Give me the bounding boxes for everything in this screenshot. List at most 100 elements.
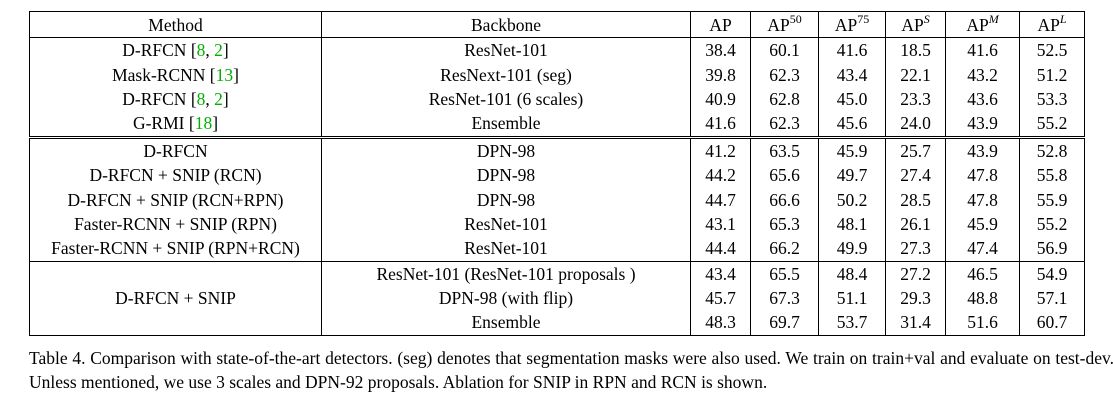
apm-cell: 47.8	[945, 162, 1020, 188]
apm-cell: 43.9	[945, 135, 1020, 163]
header-backbone: Backbone	[321, 11, 691, 38]
method-cell: Faster-RCNN + SNIP (RPN)	[29, 211, 322, 237]
aps-cell: 26.1	[885, 211, 946, 237]
aps-cell: 23.3	[885, 86, 946, 112]
citation-link[interactable]: 13	[215, 64, 234, 85]
table-row: D-RFCN + SNIP (RCN) DPN-98 44.2 65.6 49.…	[29, 162, 1085, 188]
apm-cell: 43.9	[945, 111, 1020, 138]
aps-cell: 27.2	[885, 260, 946, 286]
apl-cell: 55.2	[1019, 111, 1085, 138]
citation-link[interactable]: 8	[196, 40, 206, 61]
backbone-cell: ResNet-101 (ResNet-101 proposals )	[321, 260, 691, 286]
apm-cell: 48.8	[945, 285, 1020, 311]
ap75-cell: 45.6	[818, 111, 886, 138]
ap-cell: 45.7	[690, 285, 751, 311]
ap-cell: 43.4	[690, 260, 751, 286]
citation-link[interactable]: 2	[214, 88, 223, 109]
ap75-cell: 45.0	[818, 86, 886, 112]
table-row: G-RMI [18] Ensemble 41.6 62.3 45.6 24.0 …	[29, 111, 1085, 138]
table-caption: Table 4. Comparison with state-of-the-ar…	[29, 348, 1113, 392]
header-apl: APL	[1019, 11, 1085, 38]
ap75-cell: 41.6	[818, 37, 886, 63]
apm-cell: 41.6	[945, 37, 1020, 63]
backbone-cell: DPN-98	[321, 135, 691, 163]
ap50-cell: 69.7	[750, 310, 819, 336]
ap75-cell: 49.7	[818, 162, 886, 188]
ap75-cell: 49.9	[818, 236, 886, 262]
apm-cell: 47.4	[945, 236, 1020, 262]
apm-cell: 45.9	[945, 211, 1020, 237]
ap-cell: 41.2	[690, 135, 751, 163]
ap50-cell: 66.2	[750, 236, 819, 262]
apm-cell: 51.6	[945, 310, 1020, 336]
aps-cell: 24.0	[885, 111, 946, 138]
method-cell: Faster-RCNN + SNIP (RPN+RCN)	[29, 236, 322, 262]
apl-cell: 57.1	[1019, 285, 1085, 311]
backbone-cell: Ensemble	[321, 111, 691, 138]
method-cell: D-RFCN [8, 2]	[29, 86, 322, 112]
method-cell: D-RFCN + SNIP	[29, 260, 322, 336]
ap75-cell: 53.7	[818, 310, 886, 336]
aps-cell: 27.3	[885, 236, 946, 262]
ap50-cell: 66.6	[750, 187, 819, 212]
table-row: D-RFCN [8, 2] ResNet-101 (6 scales) 40.9…	[29, 86, 1085, 112]
results-table: Method Backbone AP AP50 AP75 APS APM APL…	[29, 11, 1085, 336]
ap-cell: 40.9	[690, 86, 751, 112]
backbone-cell: ResNext-101 (seg)	[321, 62, 691, 87]
aps-cell: 28.5	[885, 187, 946, 212]
header-ap75: AP75	[818, 11, 886, 38]
apl-cell: 60.7	[1019, 310, 1085, 336]
ap-cell: 44.4	[690, 236, 751, 262]
apm-cell: 43.6	[945, 86, 1020, 112]
method-cell: Mask-RCNN [13]	[29, 62, 322, 87]
ap-cell: 38.4	[690, 37, 751, 63]
ap75-cell: 48.4	[818, 260, 886, 286]
ap50-cell: 65.6	[750, 162, 819, 188]
header-ap: AP	[690, 11, 751, 38]
apl-cell: 54.9	[1019, 260, 1085, 286]
ap-cell: 44.7	[690, 187, 751, 212]
apl-cell: 55.2	[1019, 211, 1085, 237]
citation-link[interactable]: 8	[196, 88, 206, 109]
ap75-cell: 45.9	[818, 135, 886, 163]
citation-link[interactable]: 18	[194, 113, 213, 134]
ap-cell: 41.6	[690, 111, 751, 138]
header-aps: APS	[885, 11, 946, 38]
apm-cell: 43.2	[945, 62, 1020, 87]
header-ap50: AP50	[750, 11, 819, 38]
table-row: D-RFCN + SNIP (RCN+RPN) DPN-98 44.7 66.6…	[29, 187, 1085, 212]
aps-cell: 31.4	[885, 310, 946, 336]
ap50-cell: 60.1	[750, 37, 819, 63]
table-row: D-RFCN + SNIP ResNet-101 (ResNet-101 pro…	[29, 260, 1085, 336]
ap-cell: 43.1	[690, 211, 751, 237]
aps-cell: 22.1	[885, 62, 946, 87]
backbone-cell: DPN-98	[321, 187, 691, 212]
backbone-cell: Ensemble	[321, 310, 691, 336]
aps-cell: 18.5	[885, 37, 946, 63]
backbone-cell: DPN-98 (with flip)	[321, 285, 691, 311]
method-cell: D-RFCN + SNIP (RCN+RPN)	[29, 187, 322, 212]
citation-link[interactable]: 2	[214, 40, 223, 61]
ap75-cell: 50.2	[818, 187, 886, 212]
backbone-cell: ResNet-101	[321, 211, 691, 237]
ap-cell: 39.8	[690, 62, 751, 87]
table-row: DPN-98 (with flip) 45.7 67.3 51.1 29.3 4…	[30, 285, 1085, 311]
aps-cell: 29.3	[885, 285, 946, 311]
header-method: Method	[29, 11, 322, 38]
table-row: Ensemble 48.3 69.7 53.7 31.4 51.6 60.7	[30, 310, 1085, 336]
apm-cell: 46.5	[945, 260, 1020, 286]
header-apm: APM	[945, 11, 1020, 38]
table-row: D-RFCN [8, 2] ResNet-101 38.4 60.1 41.6 …	[29, 37, 1085, 63]
ap50-cell: 62.3	[750, 62, 819, 87]
apl-cell: 51.2	[1019, 62, 1085, 87]
table-row: Mask-RCNN [13] ResNext-101 (seg) 39.8 62…	[29, 62, 1085, 87]
method-cell: D-RFCN [8, 2]	[29, 37, 322, 63]
method-cell: G-RMI [18]	[29, 111, 322, 138]
backbone-cell: ResNet-101 (6 scales)	[321, 86, 691, 112]
apl-cell: 52.5	[1019, 37, 1085, 63]
ap-cell: 48.3	[690, 310, 751, 336]
backbone-cell: ResNet-101	[321, 236, 691, 262]
ap50-cell: 62.3	[750, 111, 819, 138]
apl-cell: 52.8	[1019, 135, 1085, 163]
method-cell: D-RFCN + SNIP (RCN)	[29, 162, 322, 188]
